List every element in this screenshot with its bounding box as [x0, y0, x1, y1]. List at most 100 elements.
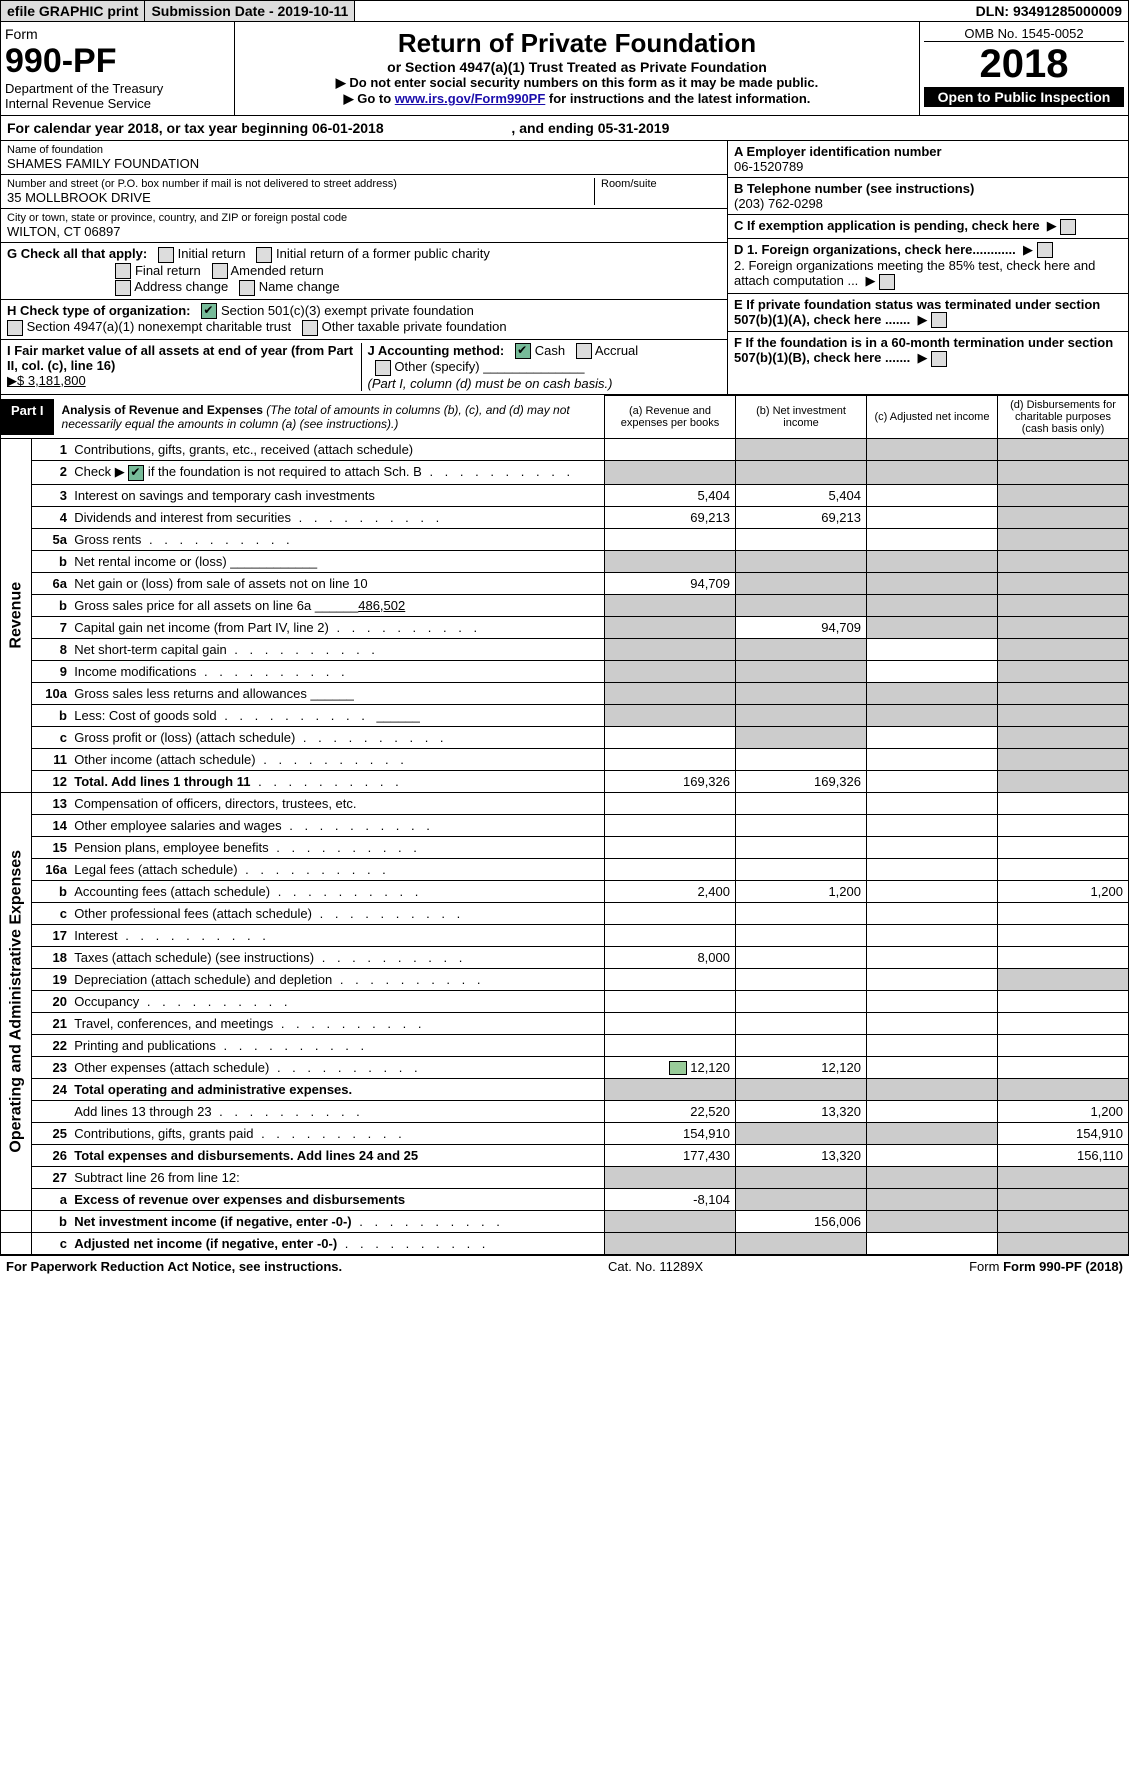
- line26-d: 156,110: [998, 1145, 1129, 1167]
- line22-desc: Printing and publications: [74, 1038, 216, 1053]
- omb-number: OMB No. 1545-0052: [924, 26, 1124, 42]
- col-c-header: (c) Adjusted net income: [867, 395, 998, 438]
- room-label: Room/suite: [601, 178, 721, 190]
- section-d: D 1. Foreign organizations, check here..…: [728, 239, 1128, 294]
- schedule-icon[interactable]: [669, 1061, 687, 1075]
- line16b-b: 1,200: [736, 880, 867, 902]
- line16b-d: 1,200: [998, 880, 1129, 902]
- section-g: G Check all that apply: Initial return I…: [1, 243, 727, 300]
- line10b-desc: Less: Cost of goods sold: [74, 708, 216, 723]
- footer-mid: Cat. No. 11289X: [608, 1259, 703, 1274]
- checkbox-e[interactable]: [931, 312, 947, 328]
- section-c: C If exemption application is pending, c…: [728, 215, 1128, 239]
- checkbox-cash[interactable]: [515, 343, 531, 359]
- line16b-a: 2,400: [605, 880, 736, 902]
- line12-b: 169,326: [736, 770, 867, 792]
- line10c-desc: Gross profit or (loss) (attach schedule): [74, 730, 295, 745]
- checkbox-sch-b[interactable]: [128, 465, 144, 481]
- line1-desc: Contributions, gifts, grants, etc., rece…: [74, 442, 413, 457]
- footer-left: For Paperwork Reduction Act Notice, see …: [6, 1259, 342, 1274]
- line21-desc: Travel, conferences, and meetings: [74, 1016, 273, 1031]
- line25-desc: Contributions, gifts, grants paid: [74, 1126, 253, 1141]
- calendar-year-row: For calendar year 2018, or tax year begi…: [0, 116, 1129, 141]
- checkbox-c[interactable]: [1060, 219, 1076, 235]
- line27b-desc: Net investment income (if negative, ente…: [74, 1214, 351, 1229]
- line7-desc: Capital gain net income (from Part IV, l…: [74, 620, 329, 635]
- top-bar: efile GRAPHIC print Submission Date - 20…: [0, 0, 1129, 22]
- line18-a: 8,000: [605, 946, 736, 968]
- public-inspection: Open to Public Inspection: [924, 87, 1124, 107]
- irs-label: Internal Revenue Service: [5, 96, 230, 111]
- line27b-b: 156,006: [736, 1211, 867, 1233]
- irs-link[interactable]: www.irs.gov/Form990PF: [395, 91, 546, 106]
- line6a-desc: Net gain or (loss) from sale of assets n…: [74, 576, 367, 591]
- line26-desc: Total expenses and disbursements. Add li…: [74, 1148, 418, 1163]
- line24-desc: Total operating and administrative expen…: [74, 1082, 352, 1097]
- form-subtitle: or Section 4947(a)(1) Trust Treated as P…: [241, 59, 913, 75]
- name-label: Name of foundation: [7, 144, 721, 156]
- line18-desc: Taxes (attach schedule) (see instruction…: [74, 950, 314, 965]
- line5a-desc: Gross rents: [74, 532, 141, 547]
- line4-desc: Dividends and interest from securities: [74, 510, 291, 525]
- line13-desc: Compensation of officers, directors, tru…: [74, 796, 356, 811]
- efile-print-button[interactable]: efile GRAPHIC print: [1, 1, 145, 21]
- section-h: H Check type of organization: Section 50…: [1, 300, 727, 340]
- revenue-label: Revenue: [1, 438, 32, 792]
- line12-a: 169,326: [605, 770, 736, 792]
- line12-desc: Total. Add lines 1 through 11: [74, 774, 250, 789]
- checkbox-d2[interactable]: [879, 274, 895, 290]
- checkbox-other-method[interactable]: [375, 360, 391, 376]
- ein-label: A Employer identification number: [734, 144, 942, 159]
- line3-a: 5,404: [605, 484, 736, 506]
- line24-d: 1,200: [998, 1101, 1129, 1123]
- line26-a: 177,430: [605, 1145, 736, 1167]
- line14-desc: Other employee salaries and wages: [74, 818, 281, 833]
- line9-desc: Income modifications: [74, 664, 196, 679]
- line24-a: 22,520: [605, 1101, 736, 1123]
- checkbox-initial-return[interactable]: [158, 247, 174, 263]
- section-j: J Accounting method: Cash Accrual Other …: [361, 343, 722, 391]
- checkbox-amended[interactable]: [212, 263, 228, 279]
- note-link: ▶ Go to www.irs.gov/Form990PF for instru…: [241, 91, 913, 107]
- section-f: F If the foundation is in a 60-month ter…: [728, 332, 1128, 370]
- submission-date: Submission Date - 2019-10-11: [145, 1, 355, 21]
- checkbox-501c3[interactable]: [201, 303, 217, 319]
- line27a-desc: Excess of revenue over expenses and disb…: [74, 1192, 405, 1207]
- form-number: 990-PF: [5, 42, 230, 81]
- line23-desc: Other expenses (attach schedule): [74, 1060, 269, 1075]
- checkbox-4947a1[interactable]: [7, 320, 23, 336]
- checkbox-f[interactable]: [931, 351, 947, 367]
- dept-label: Department of the Treasury: [5, 81, 230, 96]
- checkbox-final-return[interactable]: [115, 263, 131, 279]
- note-ssn: ▶ Do not enter social security numbers o…: [241, 75, 913, 91]
- checkbox-d1[interactable]: [1037, 242, 1053, 258]
- line3-desc: Interest on savings and temporary cash i…: [74, 488, 375, 503]
- part1-title: Analysis of Revenue and Expenses: [62, 403, 263, 417]
- line17-desc: Interest: [74, 928, 117, 943]
- entity-info: Name of foundation SHAMES FAMILY FOUNDAT…: [0, 141, 1129, 395]
- checkbox-other-taxable[interactable]: [302, 320, 318, 336]
- line27-desc: Subtract line 26 from line 12:: [74, 1170, 239, 1185]
- street-address: 35 MOLLBROOK DRIVE: [7, 190, 594, 205]
- form-header: Form 990-PF Department of the Treasury I…: [0, 22, 1129, 116]
- dln-label: DLN: 93491285000009: [970, 1, 1128, 21]
- part1-table: Part I Analysis of Revenue and Expenses …: [0, 395, 1129, 1255]
- section-e: E If private foundation status was termi…: [728, 294, 1128, 333]
- phone-value: (203) 762-0298: [734, 196, 823, 211]
- checkbox-address-change[interactable]: [115, 280, 131, 296]
- line7-b: 94,709: [736, 616, 867, 638]
- line11-desc: Other income (attach schedule): [74, 752, 255, 767]
- line19-desc: Depreciation (attach schedule) and deple…: [74, 972, 332, 987]
- checkbox-initial-former[interactable]: [256, 247, 272, 263]
- line24-b: 13,320: [736, 1101, 867, 1123]
- form-word: Form: [5, 26, 230, 42]
- line23-a: 12,120: [690, 1060, 730, 1075]
- line16b-desc: Accounting fees (attach schedule): [74, 884, 270, 899]
- line25-d: 154,910: [998, 1123, 1129, 1145]
- line15-desc: Pension plans, employee benefits: [74, 840, 268, 855]
- line8-desc: Net short-term capital gain: [74, 642, 226, 657]
- checkbox-name-change[interactable]: [239, 280, 255, 296]
- line3-b: 5,404: [736, 484, 867, 506]
- checkbox-accrual[interactable]: [576, 343, 592, 359]
- line24b-desc: Add lines 13 through 23: [74, 1104, 211, 1119]
